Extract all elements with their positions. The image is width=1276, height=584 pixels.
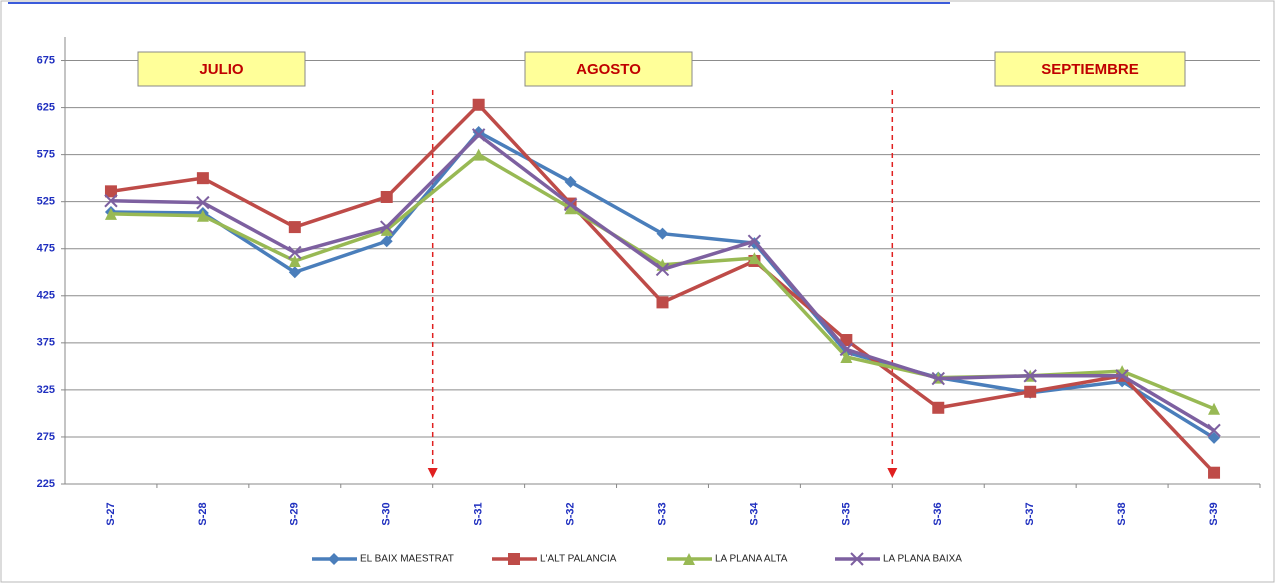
point [1023,369,1037,383]
point [655,262,670,277]
point [840,334,853,347]
x-tick-label: S-37 [1024,502,1036,525]
y-tick-label: 675 [37,54,55,66]
point [472,148,485,161]
x-tick-label: S-28 [197,502,209,525]
point [683,553,695,565]
point [1115,369,1129,383]
point [931,371,945,386]
point [104,185,117,198]
legend-label: L'ALT PALANCIA [540,554,617,565]
month-label: JULIO [199,61,244,78]
point [288,245,302,260]
y-tick-label: 425 [37,290,55,302]
month-label: AGOSTO [576,61,641,78]
point [1208,431,1221,444]
x-tick-label: S-31 [473,502,485,525]
point [380,190,393,203]
legend-label: LA PLANA ALTA [715,554,788,565]
x-tick-label: S-29 [289,502,301,525]
legend-marker [683,553,695,565]
point [564,202,577,215]
x-tick-label: S-27 [105,502,117,525]
point [104,194,118,208]
point [564,175,577,188]
y-tick-label: 375 [37,337,55,349]
point [471,128,486,142]
point [1207,423,1221,438]
month-box [994,51,1186,87]
x-tick-label: S-38 [1116,502,1128,525]
y-tick-label: 625 [37,101,55,113]
point [748,252,761,265]
point [196,209,209,222]
x-tick-label: S-33 [656,502,668,525]
point [1208,402,1221,415]
point [472,98,485,111]
y-tick-label: 475 [37,243,55,255]
y-tick-label: 225 [37,478,55,490]
point [288,266,301,279]
x-tick-label: S-39 [1208,502,1220,525]
point [288,254,301,267]
point [840,350,853,363]
point [508,553,520,565]
month-box [524,51,693,87]
month-label: SEPTIEMBRE [1041,61,1139,78]
point [656,227,669,240]
x-tick-label: S-32 [564,502,576,525]
point [839,342,854,357]
point [328,553,340,565]
legend-label: EL BAIX MAESTRAT [360,554,454,565]
point [288,221,301,234]
legend-marker [328,553,340,565]
point [380,223,393,236]
separator-arrow [427,468,438,478]
point [932,401,945,414]
separator-arrow [887,468,898,478]
y-tick-label: 325 [37,384,55,396]
point [380,220,394,234]
point [196,195,210,210]
point [563,197,578,212]
x-tick-label: S-35 [840,502,852,525]
point [1208,466,1221,479]
point [196,172,209,185]
point [1024,385,1037,398]
month-box [137,51,306,87]
x-tick-label: S-30 [381,502,393,525]
y-tick-label: 575 [37,149,55,161]
point [380,235,393,248]
legend-marker [850,552,864,566]
point [656,296,669,309]
y-tick-label: 275 [37,431,55,443]
point [104,207,117,220]
point [850,552,864,566]
legend-marker [508,553,520,565]
y-tick-label: 525 [37,196,55,208]
legend-label: LA PLANA BAIXA [883,554,962,565]
point [747,234,762,248]
x-tick-label: S-34 [748,502,760,526]
x-tick-label: S-36 [932,502,944,525]
